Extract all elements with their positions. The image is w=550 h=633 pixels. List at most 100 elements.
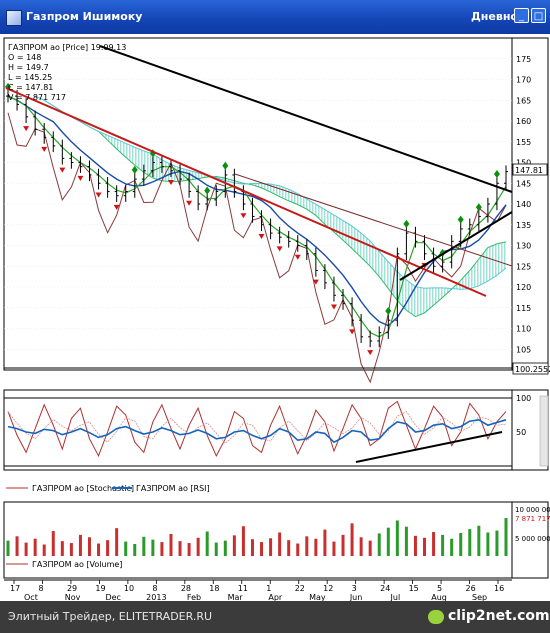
date-tick-label: 22 <box>295 584 305 593</box>
price-bar <box>132 172 137 198</box>
volume-tick-5m: 5 000 000 <box>515 535 550 543</box>
price-bar <box>123 185 128 202</box>
price-tick-label: 120 <box>516 283 531 292</box>
ohlc-low: L = 145.25 <box>8 73 52 82</box>
oscillator-tick-labels: 50 100 <box>516 394 531 437</box>
sell-signal-marker <box>167 180 174 186</box>
volume-bar <box>133 544 137 556</box>
volume-bar <box>232 535 236 556</box>
price-tick-label: 115 <box>516 304 531 313</box>
price-bar <box>350 297 355 327</box>
date-tick-label: 5 <box>437 584 442 593</box>
price-bars <box>6 89 508 348</box>
sell-signal-marker <box>186 200 193 206</box>
rsi-legend: ГАЗПРОМ ао [RSI] <box>136 484 210 493</box>
date-tick-label: 8 <box>38 584 43 593</box>
volume-bar <box>305 536 309 556</box>
volume-bar <box>151 539 155 556</box>
price-bar <box>159 156 164 173</box>
sell-signal-marker <box>349 329 356 335</box>
date-tick-label: 17 <box>10 584 20 593</box>
timeframe-label[interactable]: Дневной <box>471 10 526 23</box>
clip2net-logo-icon <box>428 610 444 624</box>
price-bar <box>485 197 490 223</box>
buy-signal-marker <box>131 165 138 174</box>
date-tick-label: 28 <box>181 584 191 593</box>
price-tick-label: 165 <box>516 96 531 105</box>
volume-bar <box>323 529 327 556</box>
volume-bar <box>24 542 28 556</box>
volume-bar <box>450 538 454 556</box>
volume-bar <box>386 527 390 556</box>
ohlc-volume: V = 7 871 717 <box>8 93 66 102</box>
price-bar <box>178 164 183 186</box>
volume-bar <box>223 540 227 556</box>
price-bar <box>368 330 373 348</box>
sell-signal-marker <box>276 246 283 252</box>
source-credit: Элитный Трейдер, ELITETRADER.RU <box>8 610 213 623</box>
sell-signal-marker <box>294 254 301 260</box>
month-label: Mar <box>228 593 244 601</box>
volume-bar <box>423 537 427 556</box>
month-label: 2013 <box>146 593 166 601</box>
volume-bar <box>241 526 245 556</box>
price-tick-label: 140 <box>516 200 531 209</box>
volume-bar <box>51 531 55 556</box>
support-trendline <box>399 211 513 281</box>
buy-signal-marker <box>475 203 482 212</box>
chart-window: 105 110 115 120 125 130 135 140 145 150 155 160 165 1… <box>0 34 550 601</box>
stochastic-line <box>7 400 507 458</box>
footer-bar: Элитный Трейдер, ELITETRADER.RU clip2net… <box>0 601 550 633</box>
volume-bar <box>160 542 164 556</box>
volume-bar <box>477 525 481 556</box>
clip2net-logo: clip2net.com <box>448 608 550 624</box>
volume-bar <box>78 534 82 556</box>
price-tick-labels: 105 110 115 120 125 130 135 140 145 150 155 160 165 1… <box>516 55 531 355</box>
price-bar <box>196 185 201 211</box>
month-label: Sep <box>472 593 487 601</box>
price-bar <box>205 193 210 211</box>
oscillator-scrollbar[interactable] <box>539 395 549 467</box>
date-tick-label: 11 <box>238 584 248 593</box>
date-tick-label: 26 <box>466 584 476 593</box>
price-pane <box>3 37 513 371</box>
price-bar <box>359 313 364 344</box>
stochastic-signal-line <box>7 411 507 444</box>
price-bar <box>51 131 56 153</box>
volume-bar <box>269 538 273 556</box>
volume-bar <box>6 540 10 556</box>
volume-bar <box>169 533 173 556</box>
date-tick-label: 3 <box>352 584 357 593</box>
price-bar <box>286 230 291 248</box>
month-label: Feb <box>187 593 201 601</box>
price-tick-label: 135 <box>516 221 531 230</box>
volume-bar <box>413 535 417 556</box>
date-tick-label: 24 <box>380 584 390 593</box>
price-bar <box>476 210 481 231</box>
volume-bar <box>124 541 128 556</box>
minimize-button[interactable]: _ <box>514 8 529 23</box>
last-price-label: 147.81 <box>515 166 543 175</box>
sell-signal-marker <box>113 204 120 210</box>
volume-bar <box>115 528 119 556</box>
volume-axis <box>511 501 549 579</box>
price-bar <box>504 165 508 190</box>
volume-bar <box>69 543 73 556</box>
price-bar <box>250 197 255 223</box>
tenkan-line <box>7 95 507 338</box>
red-trendline <box>5 87 487 297</box>
chikou-span <box>7 112 507 384</box>
month-label: Jul <box>390 593 401 601</box>
price-bar <box>313 247 318 277</box>
volume-bar <box>468 529 472 556</box>
ohlc-high: H = 149.7 <box>8 63 49 72</box>
ohlc-open: O = 148 <box>8 53 41 62</box>
maximize-button[interactable]: □ <box>531 8 546 23</box>
senkou-span-a <box>34 95 507 318</box>
volume-bar <box>214 542 218 556</box>
price-bar <box>69 152 74 169</box>
price-bar <box>60 139 65 165</box>
price-bar <box>422 235 427 261</box>
price-bar <box>440 255 445 273</box>
price-bar <box>33 110 38 136</box>
